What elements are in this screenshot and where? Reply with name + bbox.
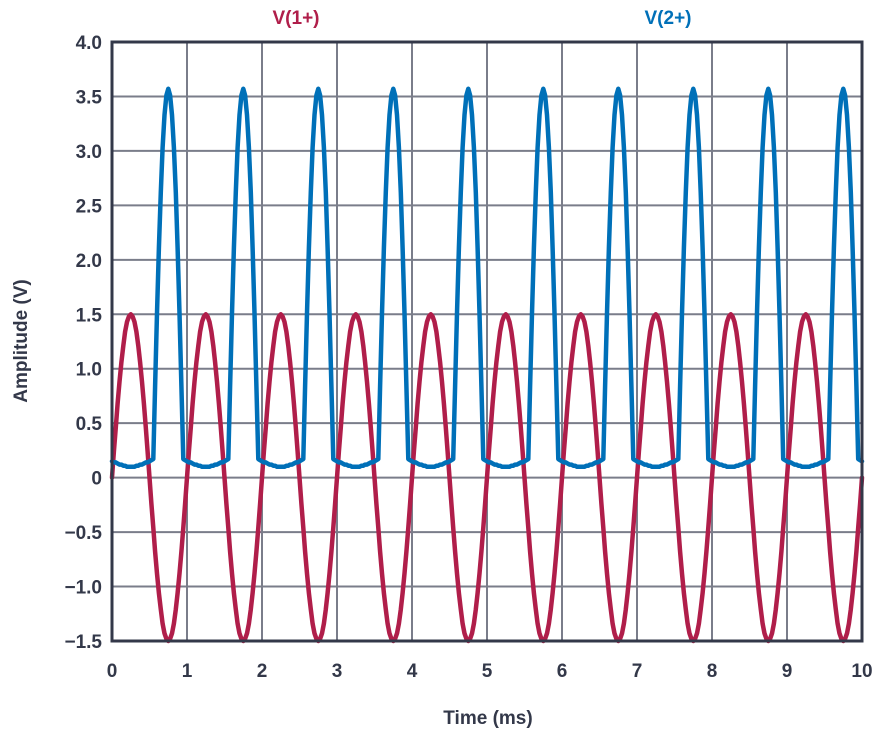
series-lines [109, 86, 865, 644]
x-tick-label: 3 [332, 661, 343, 682]
y-tick-label: 4.0 [76, 33, 102, 54]
series-line-1 [109, 312, 865, 644]
y-axis-label: Amplitude (V) [11, 279, 32, 403]
x-tick-label: 1 [182, 661, 193, 682]
x-tick-label: 10 [851, 661, 872, 682]
x-tick-label: 2 [257, 661, 268, 682]
y-tick-label: 1.5 [76, 305, 103, 326]
y-tick-label: 2.5 [76, 196, 103, 217]
x-tick-label: 7 [632, 661, 643, 682]
y-tick-label: 2.0 [76, 251, 102, 272]
grid [111, 41, 863, 642]
x-tick-label: 6 [557, 661, 568, 682]
x-tick-label: 8 [707, 661, 718, 682]
legend-v1: V(1+) [273, 8, 320, 29]
y-tick-label: −0.5 [64, 523, 102, 544]
plot-frame [110, 40, 864, 643]
y-tick-label: 0.5 [76, 414, 103, 435]
x-axis-label: Time (ms) [443, 708, 532, 729]
y-tick-label: −1.0 [64, 578, 102, 599]
x-tick-label: 0 [107, 661, 118, 682]
x-tick-label: 4 [407, 661, 418, 682]
y-tick-labels: 4.0 3.5 3.0 2.5 2.0 1.5 1.0 0.5 0 −0.5 −1.0 −1.5 [64, 33, 102, 653]
y-tick-label: 1.0 [76, 360, 102, 381]
series-line-2 [109, 86, 865, 469]
y-tick-label: 0 [91, 469, 102, 490]
x-tick-label: 9 [782, 661, 793, 682]
y-tick-label: −1.5 [64, 632, 102, 653]
x-tick-label: 5 [482, 661, 493, 682]
y-tick-label: 3.5 [76, 87, 103, 108]
x-tick-labels: 0 1 2 3 4 5 6 7 8 9 10 [107, 661, 873, 682]
legend-v2: V(2+) [645, 8, 692, 29]
y-tick-label: 3.0 [76, 142, 102, 163]
